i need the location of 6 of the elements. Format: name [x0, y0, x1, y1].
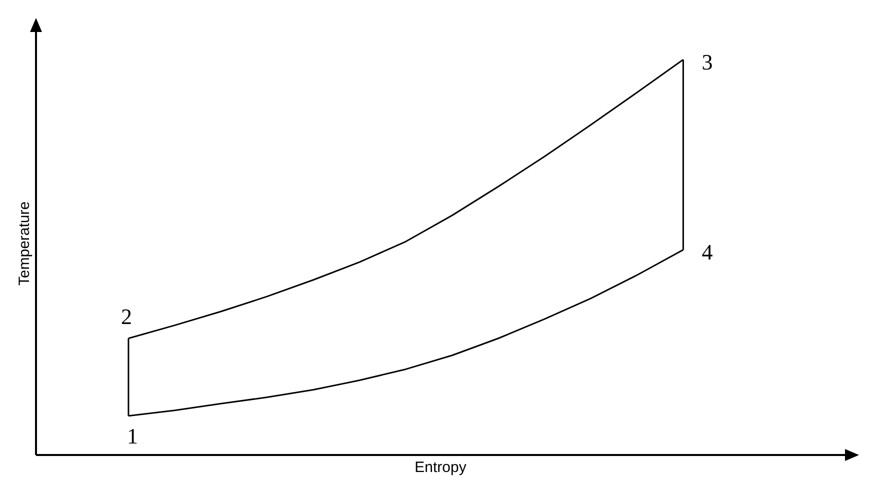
annotation: 2 [120, 304, 132, 330]
x-axis-title: Entropy [414, 459, 467, 476]
annotation: 3 [702, 49, 713, 74]
y-axis-title: Temperature [16, 201, 34, 286]
annotation: 4 [702, 240, 713, 265]
annotation: 1 [126, 424, 138, 449]
